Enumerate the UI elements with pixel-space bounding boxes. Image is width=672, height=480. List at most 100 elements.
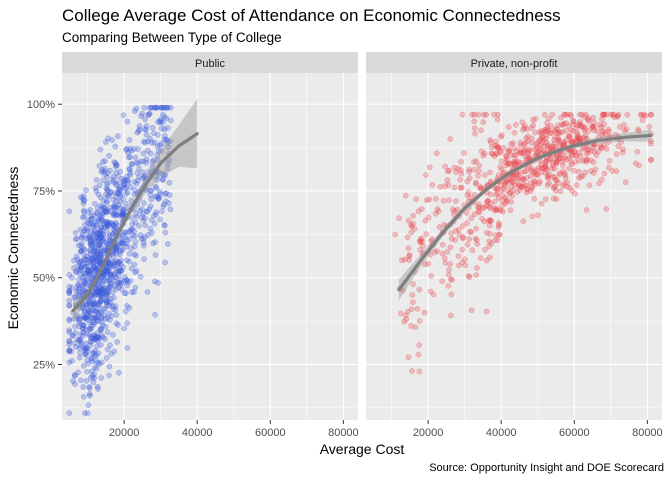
data-point [161,201,167,207]
data-point [532,129,538,136]
data-point [442,183,448,189]
data-point [557,171,563,178]
data-point [535,143,542,150]
data-point [486,254,493,261]
data-point [528,140,535,146]
data-point [619,149,626,156]
data-point [507,189,514,196]
data-point [415,208,422,215]
data-point [498,187,505,193]
data-point [544,157,550,164]
data-point [136,174,143,180]
data-point [114,244,121,251]
data-point [148,139,155,146]
data-point [136,123,143,129]
data-point [163,198,169,205]
data-point [609,168,616,174]
data-point [99,297,105,303]
data-point [434,248,440,255]
data-point [118,261,125,268]
data-point [91,231,97,238]
data-point [98,206,105,213]
data-point [126,250,133,257]
data-point [163,104,170,111]
data-point [85,360,91,367]
data-point [582,111,589,118]
data-point [115,271,122,278]
data-point [410,281,417,287]
data-point [81,280,88,287]
data-point [419,238,425,245]
data-point [115,185,122,192]
data-point [113,198,120,204]
data-point [149,158,156,165]
data-point [140,138,147,145]
data-point [97,289,104,295]
data-point [515,171,521,178]
data-point [578,173,585,180]
data-point [589,123,595,130]
data-point [110,306,117,312]
data-point [566,155,572,162]
data-point [91,314,98,321]
data-point [92,185,99,191]
data-point [141,172,148,179]
data-point [121,240,127,247]
data-point [487,205,493,211]
data-point [539,165,546,171]
data-point [95,242,102,248]
data-point [105,192,111,199]
data-point [488,150,495,157]
data-point [91,335,97,342]
data-point [422,217,429,224]
data-point [66,288,73,295]
data-point [553,160,560,167]
data-point [521,125,527,131]
data-point [96,182,103,189]
data-point [85,267,92,274]
data-point [113,204,120,211]
data-point [542,126,548,133]
data-point [131,178,138,185]
data-point [578,123,585,130]
scatter-points [392,111,654,375]
data-point [101,312,107,318]
data-point [91,375,98,381]
data-point [92,347,98,354]
data-point [98,227,105,234]
data-point [525,138,531,144]
data-point [127,172,134,178]
data-point [530,122,537,128]
data-point [144,208,150,215]
data-point [88,323,95,330]
data-point [543,128,549,135]
data-point [573,137,580,144]
data-point [113,247,119,254]
data-point [70,332,76,339]
data-point [90,263,97,270]
data-point [144,208,150,215]
data-point [124,303,130,309]
data-point [92,335,99,342]
data-point [120,112,127,119]
data-point [80,325,86,332]
data-point [503,198,510,205]
data-point [454,206,461,213]
data-point [583,207,590,213]
data-point [74,256,81,263]
data-point [623,126,630,133]
data-point [108,351,115,357]
data-point [449,206,456,213]
data-point [605,126,612,133]
data-point [471,125,478,131]
data-point [90,314,96,321]
data-point [98,375,105,381]
data-point [94,258,100,264]
scatter-points [66,104,174,416]
x-tick-label: 80000 [632,427,663,439]
data-point [95,238,102,244]
data-point [88,256,95,263]
data-point [128,245,134,252]
data-point [91,237,97,243]
data-point [614,113,621,120]
